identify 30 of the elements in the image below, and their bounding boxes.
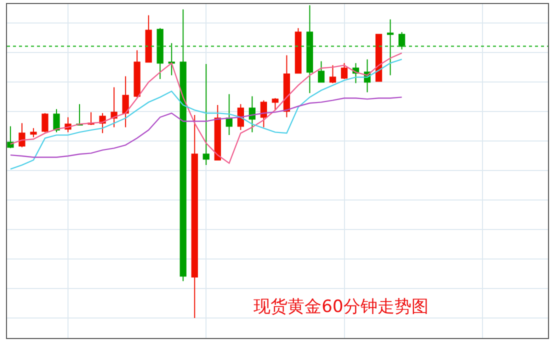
candlestick <box>110 86 118 128</box>
candlestick <box>202 64 210 166</box>
candlestick <box>283 54 290 118</box>
candlestick <box>18 122 26 148</box>
candlestick <box>248 96 256 133</box>
candlestick <box>122 76 129 128</box>
candlestick <box>386 18 394 76</box>
candlestick <box>260 100 268 128</box>
candlestick <box>134 50 140 98</box>
candlestick <box>375 34 382 82</box>
candlestick <box>191 114 198 318</box>
candlestick <box>226 94 232 136</box>
candlestick <box>42 112 48 133</box>
candlestick <box>318 60 325 83</box>
candlestick <box>398 32 406 50</box>
candlestick <box>294 28 302 74</box>
candlestick <box>7 126 14 149</box>
candlestick <box>53 108 60 133</box>
candlestick <box>306 4 314 94</box>
candlestick <box>272 98 279 111</box>
candlestick <box>180 8 186 282</box>
candlestick <box>30 128 37 138</box>
candlestick <box>340 62 348 80</box>
candlestick <box>214 104 221 161</box>
candlestick <box>145 14 152 63</box>
candlestick <box>156 28 164 80</box>
candlestick <box>168 42 175 76</box>
text: 现货黄金60分钟走势图 <box>254 296 428 317</box>
candlestick <box>329 64 336 84</box>
candlestick <box>237 104 244 131</box>
